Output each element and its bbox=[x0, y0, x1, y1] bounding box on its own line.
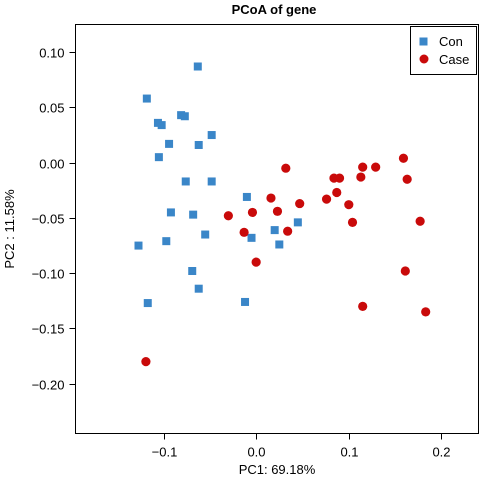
point-con bbox=[270, 226, 279, 235]
point-con bbox=[166, 208, 175, 217]
y-axis-label: PC2 : 11.58% bbox=[2, 189, 17, 269]
point-case bbox=[356, 172, 366, 182]
chart-title: PCoA of gene bbox=[232, 2, 317, 17]
point-case bbox=[332, 187, 342, 198]
x-axis: −0.1 0.0 0.1 0.2 bbox=[152, 433, 451, 460]
y-tick-label: −0.20 bbox=[32, 378, 65, 393]
legend-marker-con bbox=[419, 37, 428, 46]
point-con bbox=[157, 121, 166, 130]
point-con bbox=[154, 153, 163, 162]
y-tick-label: −0.05 bbox=[32, 212, 65, 227]
point-case bbox=[358, 301, 368, 311]
x-axis-label: PC1: 69.18% bbox=[239, 462, 316, 477]
point-con bbox=[143, 299, 152, 308]
point-con bbox=[207, 131, 216, 140]
series-case bbox=[141, 153, 431, 367]
series-con bbox=[134, 62, 302, 308]
point-con bbox=[142, 94, 151, 103]
point-case bbox=[283, 226, 293, 236]
point-con bbox=[194, 284, 203, 293]
point-case bbox=[371, 162, 381, 172]
point-con bbox=[201, 230, 210, 239]
point-con bbox=[134, 241, 143, 250]
point-case bbox=[239, 227, 249, 237]
point-case bbox=[421, 307, 431, 317]
x-tick-label: −0.1 bbox=[152, 445, 178, 460]
legend-marker-case bbox=[419, 54, 429, 64]
point-con bbox=[188, 267, 197, 276]
point-con bbox=[193, 62, 202, 71]
point-con bbox=[293, 218, 302, 227]
data-points bbox=[134, 62, 431, 367]
point-case bbox=[272, 206, 283, 216]
point-con bbox=[194, 140, 203, 149]
point-con bbox=[247, 233, 256, 242]
y-tick-label: 0.10 bbox=[39, 46, 64, 61]
point-con bbox=[241, 297, 250, 306]
point-case bbox=[344, 200, 354, 210]
point-case bbox=[141, 357, 151, 367]
point-case bbox=[251, 257, 261, 267]
point-con bbox=[242, 192, 251, 201]
legend-label-con: Con bbox=[439, 34, 463, 49]
point-case bbox=[400, 266, 410, 276]
point-case bbox=[334, 173, 345, 183]
x-tick-label: 0.1 bbox=[340, 445, 358, 460]
point-case bbox=[415, 216, 425, 226]
point-case bbox=[321, 194, 332, 204]
legend: Con Case bbox=[410, 26, 477, 75]
point-con bbox=[207, 177, 216, 186]
point-con bbox=[275, 240, 284, 249]
point-con bbox=[181, 177, 190, 186]
y-axis: 0.10 0.05 0.00 −0.05 −0.10 −0.15 −0.20 bbox=[32, 46, 76, 393]
point-case bbox=[358, 162, 368, 172]
legend-box bbox=[410, 26, 477, 75]
point-con bbox=[165, 139, 174, 148]
legend-label-case: Case bbox=[439, 52, 469, 67]
y-tick-label: −0.10 bbox=[32, 267, 65, 282]
x-tick-label: 0.0 bbox=[247, 445, 265, 460]
point-case bbox=[347, 217, 358, 227]
point-case bbox=[402, 174, 412, 184]
point-case bbox=[398, 153, 409, 163]
y-tick-label: 0.00 bbox=[39, 157, 64, 172]
point-case bbox=[223, 211, 233, 221]
y-tick-label: −0.15 bbox=[32, 322, 65, 337]
y-tick-label: 0.05 bbox=[39, 101, 64, 116]
point-con bbox=[162, 237, 171, 246]
point-case bbox=[266, 193, 276, 203]
point-case bbox=[247, 207, 258, 218]
point-con bbox=[180, 112, 189, 121]
point-case bbox=[295, 198, 305, 209]
x-tick-label: 0.2 bbox=[432, 445, 450, 460]
point-case bbox=[281, 163, 291, 173]
plot-frame bbox=[75, 24, 479, 434]
point-con bbox=[189, 210, 198, 219]
